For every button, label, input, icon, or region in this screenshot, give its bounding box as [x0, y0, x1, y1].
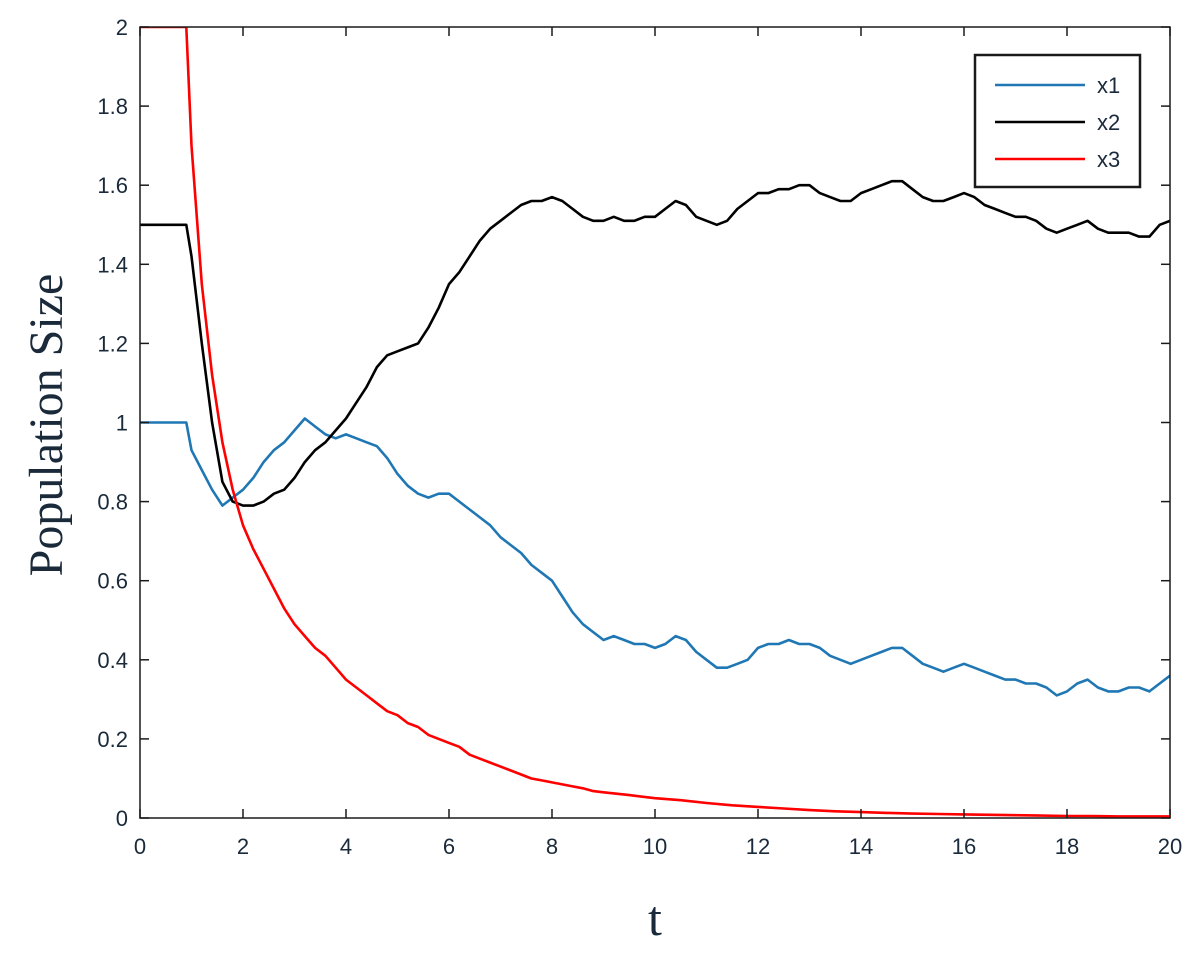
x-tick-label: 12: [746, 834, 770, 859]
series-line-x3: [140, 27, 1170, 818]
x-tick-label: 2: [237, 834, 249, 859]
y-tick-label: 1: [116, 411, 128, 436]
plot-lines: [140, 27, 1170, 818]
y-axis-title: Population Size: [20, 274, 73, 577]
x-tick-label: 0: [134, 834, 146, 859]
y-tick-label: 0.2: [97, 727, 128, 752]
series-line-x1: [140, 417, 1170, 697]
y-tick-label: 2: [116, 15, 128, 40]
series-line-x2: [140, 179, 1170, 507]
legend-label-x1: x1: [1097, 73, 1120, 98]
legend: x1 x2 x3: [973, 53, 1142, 189]
x-tick-label: 6: [443, 834, 455, 859]
x-tick-label: 16: [952, 834, 976, 859]
x-tick-label: 10: [643, 834, 667, 859]
x-tick-label: 20: [1158, 834, 1182, 859]
x-axis-title: t: [648, 890, 662, 946]
x-tick-label: 8: [546, 834, 558, 859]
y-tick-label: 1.2: [97, 331, 128, 356]
y-tick-label: 1.8: [97, 94, 128, 119]
y-tick-label: 0.8: [97, 490, 128, 515]
x-tick-label: 18: [1055, 834, 1079, 859]
x-tick-label: 4: [340, 834, 352, 859]
y-ticks: 0 0.2 0.4 0.6 0.8 1 1.2 1.4 1.6 1.8 2: [97, 15, 1170, 831]
legend-label-x3: x3: [1097, 147, 1120, 172]
x-tick-label: 14: [849, 834, 873, 859]
y-tick-label: 0: [116, 806, 128, 831]
y-tick-label: 0.4: [97, 648, 128, 673]
legend-label-x2: x2: [1097, 110, 1120, 135]
x-ticks: 0 2 4 6 8 10 12 14 16 18 20: [134, 27, 1182, 859]
y-tick-label: 0.6: [97, 569, 128, 594]
y-tick-label: 1.4: [97, 252, 128, 277]
y-tick-label: 1.6: [97, 173, 128, 198]
